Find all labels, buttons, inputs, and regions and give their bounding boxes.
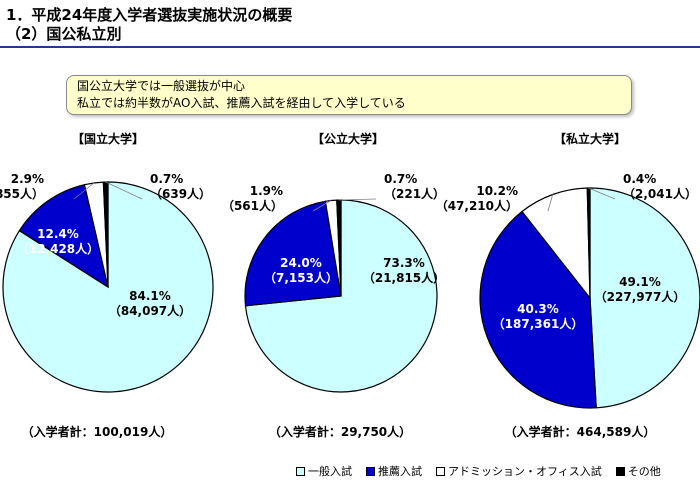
slice-count-label-0-other: （639人） [150,186,211,201]
slice-percent-label-0-recommendation: 12.4% [37,227,79,241]
slice-count-label-0-ao: （2,855人） [0,186,44,201]
slice-percent-label-1-ao: 1.9% [250,184,283,198]
callout-line-2: 私立では約半数がAO入試、推薦入試を経由して入学している [77,96,406,110]
chart-title-2: 【私立大学】 [554,131,626,146]
slice-count-label-2-ao: （47,210人） [436,198,518,213]
legend-label-other: その他 [627,465,661,478]
legend-item-general: 一般入試 [296,463,352,479]
legend-swatch-general [296,466,305,476]
leader-line-2-ao [547,194,554,212]
slice-percent-label-2-other: 0.4% [623,172,656,186]
page-subtitle: （2）国公私立別 [6,25,122,43]
legend-swatch-recommendation [366,466,375,476]
slice-percent-label-1-general: 73.3% [383,256,425,270]
slice-percent-label-0-general: 84.1% [129,289,171,303]
slice-count-label-0-recommendation: （12,428人） [17,241,99,256]
legend-item-recommendation: 推薦入試 [366,463,422,479]
leader-line-1-ao [312,200,332,212]
slice-count-label-2-general: （227,977人） [595,289,686,304]
summary-callout: 国公立大学では一般選抜が中心 私立では約半数がAO入試、推薦入試を経由して入学し… [66,75,632,115]
callout-line-1: 国公立大学では一般選抜が中心 [77,79,246,93]
slice-count-label-0-general: （84,097人） [109,303,191,318]
chart-total-1: （入学者計：29,750人） [269,424,411,439]
title-divider [0,46,700,48]
leader-line-0-other [105,181,143,200]
slice-percent-label-1-other: 0.7% [384,172,417,186]
legend-item-ao: アドミッション・オフィス入試 [436,463,602,479]
slice-percent-label-0-other: 0.7% [150,172,183,186]
pie-slice-1-recommendation [244,200,342,307]
legend-item-other: その他 [615,463,661,479]
chart-title-1: 【公立大学】 [312,131,384,146]
slice-percent-label-2-ao: 10.2% [476,184,518,198]
pie-slice-2-recommendation [479,210,597,409]
slice-percent-label-0-ao: 2.9% [11,172,44,186]
slice-percent-label-1-recommendation: 24.0% [280,256,322,270]
slice-percent-label-2-general: 49.1% [619,275,661,289]
legend-label-ao: アドミッション・オフィス入試 [448,465,602,478]
page-header: 1．平成24年度入学者選抜実施状況の概要 （2）国公私立別 [6,6,292,44]
legend-swatch-ao [436,466,445,476]
chart-total-2: （入学者計：464,589人） [505,424,656,439]
slice-count-label-2-recommendation: （187,361人） [493,316,584,331]
page-title: 1．平成24年度入学者選抜実施状況の概要 [6,6,293,24]
pie-slice-0-general [2,181,214,393]
legend: 一般入試 推薦入試 アドミッション・オフィス入試 その他 [296,463,661,479]
slice-count-label-1-ao: （561人） [222,198,283,213]
legend-swatch-other [615,466,625,476]
pie-slice-0-recommendation [18,183,109,289]
legend-label-recommendation: 推薦入試 [378,465,422,478]
slice-percent-label-2-recommendation: 40.3% [517,302,559,316]
slice-count-label-1-recommendation: （7,153人） [264,270,338,285]
leader-line-0-ao [73,182,95,200]
chart-title-0: 【国立大学】 [72,131,144,146]
leader-line-2-other [588,187,616,200]
legend-label-general: 一般入試 [308,465,352,478]
slice-count-label-1-other: （221人） [384,186,445,201]
chart-total-0: （入学者計：100,019人） [22,424,173,439]
leader-line-1-other [338,198,377,201]
slice-count-label-1-general: （21,815人） [363,270,445,285]
slice-count-label-2-other: （2,041人） [623,186,697,201]
